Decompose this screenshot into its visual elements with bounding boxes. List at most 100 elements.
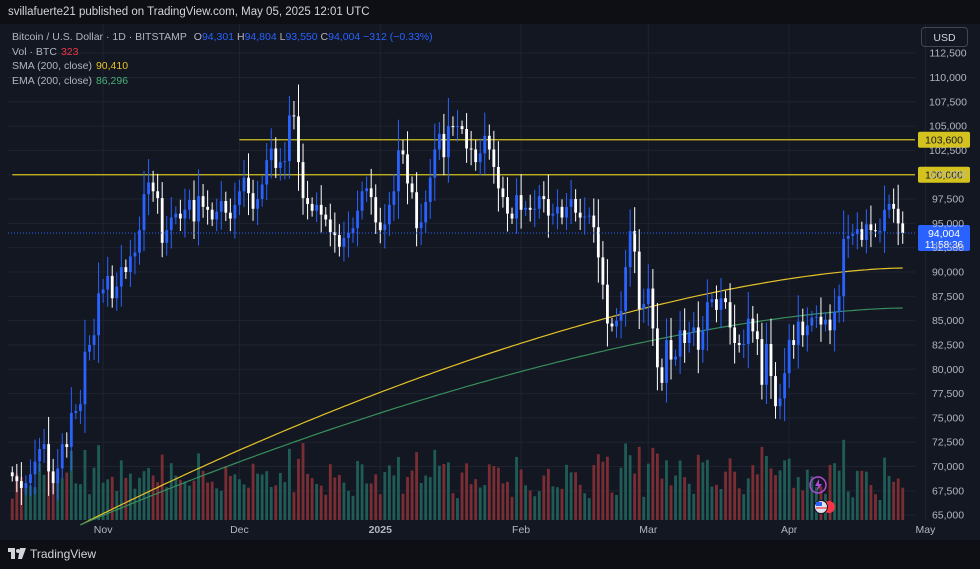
volume-bar [397,457,400,520]
currency-button[interactable]: USD [921,27,968,47]
volume-bar [219,490,223,520]
price-tick-label: 100,000 [929,169,967,181]
candle-body [846,236,850,239]
volume-bar [83,450,87,520]
lightning-event-icon[interactable] [809,476,827,494]
volume-bar [492,466,496,520]
candle-body [478,153,482,163]
volume-bar [787,458,791,520]
volume-bar [715,484,718,520]
ema-200-line [80,307,903,526]
volume-bar [592,465,596,520]
candle-body [101,289,105,294]
symbol-name[interactable]: Bitcoin / U.S. Dollar · 1D · BITSTAMP [12,31,187,43]
candle-body [587,215,591,217]
candle-body [715,299,718,310]
price-tick-label: 105,000 [929,121,967,133]
sma-200-line [80,267,903,526]
time-tick-label: Dec [230,524,249,536]
volume-bar [551,486,555,520]
volume-bar [674,475,677,520]
ema-label: EMA (200, close) [12,74,92,87]
candle-body [542,196,546,200]
candle-body [842,238,846,297]
candle-body [310,203,314,211]
volume-bar [696,454,700,520]
volume-bar [860,470,864,520]
candle-body [133,252,137,257]
volume-bar [483,485,487,520]
candle-body [519,195,523,210]
low-value: 93,550 [285,31,318,43]
volume-bar [15,473,19,520]
candle-body [719,298,723,310]
candle-body [306,198,309,204]
candle-body [733,327,737,343]
volume-bar [669,485,673,520]
volume-bar [705,459,709,520]
candle-body [833,311,836,331]
volume-bar [687,483,691,520]
candle-body [674,356,677,360]
candle-body [728,302,732,328]
volume-bar [133,488,137,520]
volume-bar [169,463,173,520]
candle-body [410,183,414,193]
volume-bar [501,483,505,520]
volume-bar [333,477,337,520]
volume-bar [124,477,128,520]
candle-body [765,343,768,385]
sma-row[interactable]: SMA (200, close) 90,410 [12,59,433,74]
volume-bar [442,464,446,520]
candle-body [242,177,246,192]
candle-body [760,339,764,385]
candle-body [569,199,573,207]
volume-bar [796,477,800,520]
price-tick-label: 97,500 [932,194,964,206]
price-tick-label: 90,000 [932,267,964,279]
candle-body [269,148,273,161]
volume-bar [337,475,341,520]
ema-row[interactable]: EMA (200, close) 86,296 [12,74,433,89]
candle-body [97,293,100,336]
candle-body [874,230,877,232]
candle-body [165,230,169,243]
volume-bar [192,480,196,520]
volume-bar [515,457,518,520]
candle-body [324,214,328,220]
candle-body [537,196,541,209]
chart-area[interactable] [0,24,980,540]
volume-bar [406,477,409,520]
candle-body [901,223,905,234]
candle-body [56,468,60,484]
candle-body [160,198,164,243]
candle-body [38,449,41,462]
volume-bar [65,472,69,520]
volume-bar [569,472,573,520]
candle-body [106,275,110,290]
volume-bar [755,474,759,520]
volume-bar [810,476,814,520]
candle-body [787,340,791,374]
volume-bar [896,478,900,520]
candle-body [337,235,341,247]
volume-bar [178,479,182,520]
candle-body [10,472,14,477]
candle-body [819,316,823,325]
candle-body [33,461,37,475]
candle-body [755,331,759,340]
candle-body [29,474,32,484]
volume-row[interactable]: Vol · BTC 323 [12,45,433,60]
volume-bar [883,457,886,520]
candle-body [742,343,746,345]
volume-bar [233,474,237,520]
tradingview-footer[interactable]: TradingView [8,547,96,561]
volume-bar [265,471,269,520]
volume-bar [833,463,836,520]
volume-bar [110,476,114,520]
volume-bar [496,467,500,520]
candle-body [701,330,705,350]
candle-body [660,367,664,383]
flag-canton-icon [816,502,822,506]
